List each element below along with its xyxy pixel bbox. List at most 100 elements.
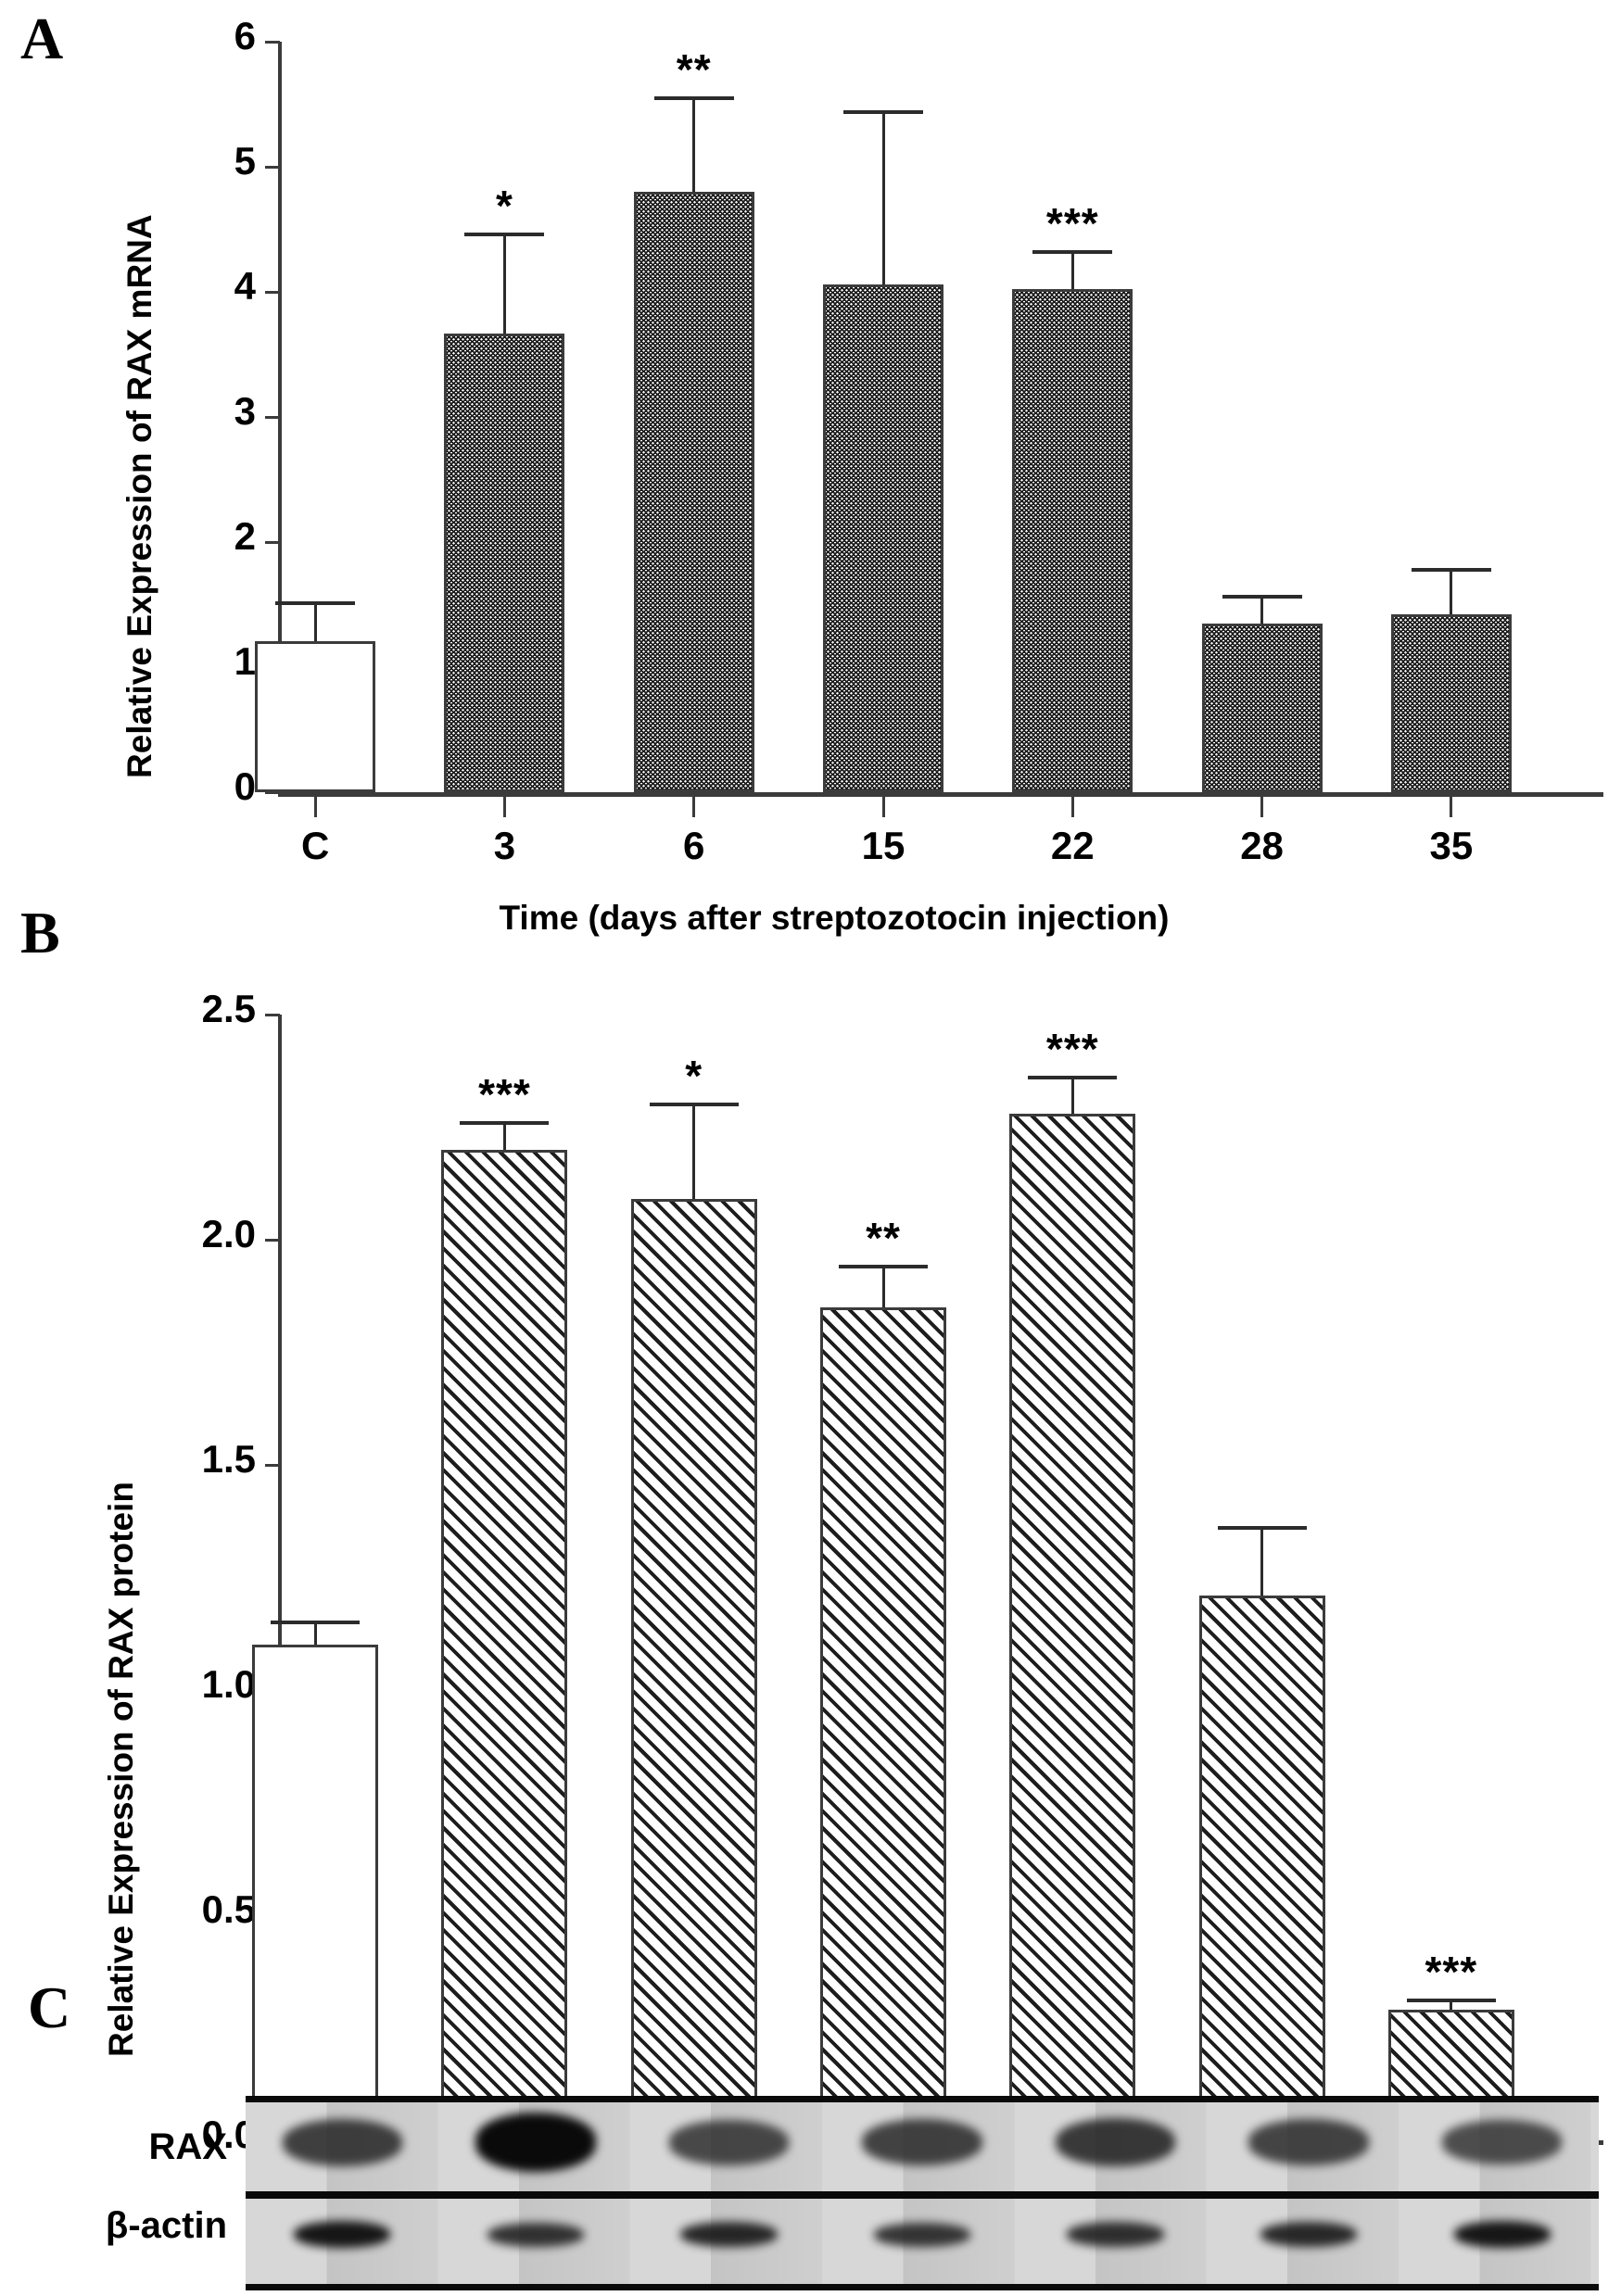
panel-b-plot-area: 0.00.51.01.52.02.5C***3*6**15***2228***3… <box>202 987 1603 2212</box>
error-bar-cap <box>843 109 923 114</box>
panel-letter-b: B <box>20 900 60 965</box>
significance-marker: *** <box>1045 198 1099 247</box>
y-tick <box>265 1239 280 1242</box>
panel-c-blot <box>246 2096 1599 2290</box>
error-bar-stem <box>1260 1528 1264 1596</box>
error-bar-stem <box>1260 597 1264 624</box>
y-tick-label: 1.0 <box>201 1661 256 1706</box>
y-tick-label: 4 <box>234 263 256 308</box>
y-tick-label: 6 <box>234 13 256 57</box>
blot-band <box>1067 2222 1164 2247</box>
y-tick-label: 2.5 <box>201 986 256 1030</box>
error-bar-cap <box>653 95 734 100</box>
significance-marker: * <box>685 1052 703 1101</box>
x-tick <box>1450 797 1453 817</box>
blot-band <box>862 2119 982 2166</box>
error-bar-stem <box>1450 2000 1453 2011</box>
x-tick <box>313 797 317 817</box>
x-tick-label: 28 <box>1240 824 1284 867</box>
panel-a-y-axis-label: Relative Expression of RAX mRNA <box>120 214 158 778</box>
error-bar-stem <box>313 603 317 641</box>
blot-band <box>668 2119 790 2165</box>
error-bar-stem <box>881 111 885 284</box>
error-bar-cap <box>1217 1526 1307 1531</box>
significance-marker: * <box>495 181 513 230</box>
significance-marker: *** <box>1425 1948 1478 1997</box>
error-bar-cap <box>839 1265 928 1269</box>
bar <box>823 284 943 792</box>
x-tick-label: 15 <box>861 824 905 867</box>
panel-letter-c: C <box>28 1974 71 2040</box>
error-bar-cap <box>271 1621 361 1625</box>
y-tick-label: 0 <box>234 763 256 808</box>
panel-letter-a: A <box>20 6 64 71</box>
error-bar-stem <box>1070 1078 1074 1114</box>
x-axis-line <box>278 792 1603 797</box>
x-tick <box>692 797 696 817</box>
bar <box>444 333 565 792</box>
x-tick <box>502 797 506 817</box>
significance-marker: *** <box>1045 1025 1099 1074</box>
x-tick <box>1070 797 1074 817</box>
y-tick <box>265 541 280 544</box>
blot-band <box>1442 2120 1563 2165</box>
error-bar-cap <box>1411 567 1491 572</box>
blot-band <box>680 2222 778 2248</box>
error-bar-cap <box>1222 595 1302 599</box>
y-tick-label: 5 <box>234 138 256 183</box>
error-bar-stem <box>502 1122 506 1150</box>
bar <box>441 1149 568 2140</box>
y-axis-line <box>278 1015 282 2140</box>
x-tick-label: 35 <box>1429 824 1474 867</box>
y-tick <box>265 291 280 294</box>
x-tick-label: 6 <box>683 824 705 867</box>
significance-marker: *** <box>478 1069 531 1118</box>
bar <box>1390 614 1512 792</box>
y-tick <box>265 416 280 419</box>
blot-row-label-rax: RAX <box>148 2126 227 2167</box>
error-bar-stem <box>881 1267 885 1307</box>
error-bar-cap <box>464 232 545 236</box>
error-bar-stem <box>692 97 696 192</box>
bar <box>630 1199 757 2140</box>
blot-band <box>1248 2119 1369 2166</box>
y-tick-label: 1 <box>234 638 256 683</box>
significance-marker: ** <box>866 1214 901 1263</box>
error-bar-stem <box>1450 569 1453 615</box>
error-bar-stem <box>692 1104 696 1200</box>
x-tick <box>881 797 885 817</box>
error-bar-stem <box>502 233 506 334</box>
y-tick <box>265 41 280 44</box>
blot-band <box>1055 2117 1176 2167</box>
blot-band <box>1260 2222 1358 2248</box>
y-tick-label: 2 <box>234 513 256 558</box>
error-bar-cap <box>649 1103 739 1107</box>
blot-band <box>294 2221 391 2249</box>
panel-a-plot-area: 0 1 2 3 4 5 6 C * 3 ** 6 15 *** 22 28 35 <box>234 14 1603 867</box>
x-tick <box>1260 797 1264 817</box>
y-axis-line <box>278 42 282 792</box>
y-tick-label: 0.5 <box>201 1886 256 1931</box>
error-bar-cap <box>1028 1076 1118 1080</box>
bar <box>1012 289 1133 792</box>
y-tick-label: 1.5 <box>201 1436 256 1481</box>
bar <box>1009 1113 1136 2140</box>
error-bar-cap <box>275 601 356 606</box>
blot-row-label-bactin: β-actin <box>105 2205 227 2246</box>
bar <box>1201 623 1323 792</box>
blot-band <box>873 2222 971 2247</box>
bar <box>255 640 376 792</box>
blot-row-bactin <box>246 2192 1599 2290</box>
x-tick-label: C <box>300 824 330 867</box>
blot-row-rax <box>246 2096 1599 2198</box>
y-tick <box>265 166 280 169</box>
blot-band <box>475 2113 596 2173</box>
bar <box>820 1306 946 2140</box>
error-bar-stem <box>313 1622 317 1646</box>
y-tick-label: 2.0 <box>201 1211 256 1255</box>
panel-a-x-axis-label: Time (days after streptozotocin injectio… <box>499 899 1170 937</box>
significance-marker: ** <box>676 44 712 94</box>
y-tick <box>265 1014 280 1016</box>
x-tick-label: 3 <box>493 824 516 867</box>
